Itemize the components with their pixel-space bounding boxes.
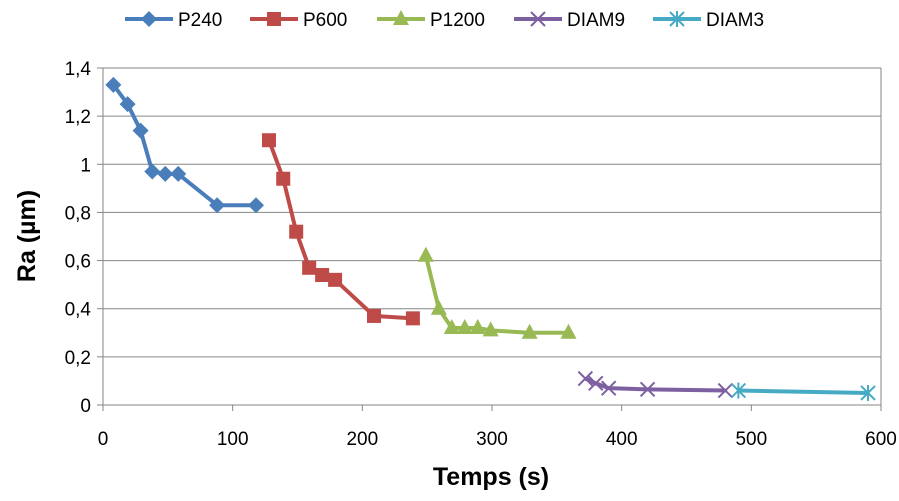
data-point-p240 — [170, 165, 187, 182]
y-tick-label: 1,4 — [65, 59, 92, 80]
data-point-p1200 — [560, 323, 577, 339]
data-point-p240 — [132, 122, 149, 139]
legend-marker-p1200 — [393, 10, 409, 25]
legend-item-p240: P240 — [125, 10, 222, 31]
series-p240 — [105, 76, 265, 214]
legend-item-diam3: DIAM3 — [653, 10, 764, 31]
series-diam9 — [577, 370, 734, 399]
marker-stroke — [588, 375, 604, 392]
data-point-p240 — [119, 96, 136, 113]
x-axis-title: Temps (s) — [433, 463, 549, 491]
data-point-p1200 — [456, 318, 473, 334]
legend-label-p600: P600 — [303, 10, 347, 31]
legend-marker-diam9 — [530, 11, 546, 27]
legend-marker-diam3 — [669, 11, 685, 27]
data-point-p1200 — [482, 321, 499, 337]
data-point-p1200 — [469, 318, 486, 334]
data-point-diam9 — [600, 380, 617, 396]
marker-stroke — [639, 381, 656, 398]
data-point-p600 — [315, 268, 330, 283]
data-point-diam9 — [577, 370, 594, 387]
series-layer — [105, 76, 876, 401]
data-point-diam9 — [717, 382, 734, 399]
y-tick-label: 0 — [80, 396, 91, 417]
x-tick-label: 200 — [346, 429, 378, 450]
legend-item-diam9: DIAM9 — [514, 10, 625, 31]
data-point-p600 — [261, 133, 276, 148]
legend-label-diam3: DIAM3 — [706, 10, 764, 31]
data-point-p600 — [276, 171, 291, 186]
series-p1200 — [417, 246, 577, 339]
series-line-p1200 — [423, 255, 569, 335]
legend-label-diam9: DIAM9 — [567, 10, 625, 31]
series-p600 — [261, 133, 420, 326]
y-tick-label: 0,2 — [65, 348, 91, 369]
series-line-p240 — [111, 83, 257, 208]
x-tick-label: 300 — [476, 429, 508, 450]
series-line-diam3 — [738, 388, 869, 395]
y-axis-title: Ra (µm) — [13, 190, 41, 282]
marker-stroke — [600, 380, 617, 396]
marker-stroke — [717, 382, 734, 399]
x-tick-label: 0 — [98, 429, 109, 450]
legend: P240 P600 P1200 DIAM9 DIAM3 — [125, 10, 764, 31]
data-point-p600 — [405, 311, 420, 326]
data-point-diam9 — [639, 381, 656, 398]
data-point-p600 — [302, 260, 317, 275]
x-tick-label: 400 — [606, 429, 638, 450]
data-point-p1200 — [430, 299, 447, 315]
legend-label-p240: P240 — [178, 10, 222, 31]
data-point-p240 — [157, 165, 174, 182]
data-point-diam9 — [588, 375, 604, 392]
data-point-p600 — [367, 308, 382, 323]
data-point-p240 — [144, 163, 161, 180]
axes: 0 0,2 0,4 0,6 0,8 1 1,2 1,4 0 100 200 300 400 500 600 — [65, 59, 897, 450]
legend-marker-p240 — [141, 11, 157, 27]
data-point-p240 — [105, 76, 122, 93]
marker-stroke — [530, 11, 546, 27]
legend-label-p1200: P1200 — [430, 10, 485, 31]
data-point-p240 — [209, 197, 226, 214]
data-point-p1200 — [443, 318, 460, 334]
data-point-p600 — [328, 272, 343, 287]
y-tick-label: 0,8 — [65, 203, 91, 224]
data-point-diam3 — [730, 382, 747, 399]
y-tick-label: 1 — [80, 155, 91, 176]
data-point-p1200 — [417, 246, 434, 262]
x-tick-label: 100 — [217, 429, 249, 450]
marker-stroke — [577, 370, 594, 387]
grid-lines — [103, 67, 882, 405]
data-point-p600 — [289, 224, 304, 239]
x-tick-label: 500 — [735, 429, 767, 450]
y-tick-label: 1,2 — [65, 107, 91, 128]
data-point-p240 — [248, 197, 265, 214]
legend-marker-p600 — [267, 12, 281, 26]
data-point-diam3 — [860, 384, 876, 401]
legend-item-p600: P600 — [250, 10, 347, 31]
y-tick-label: 0,4 — [65, 300, 92, 321]
x-tick-label: 600 — [865, 429, 897, 450]
legend-item-p1200: P1200 — [377, 10, 485, 31]
series-diam3 — [730, 382, 876, 401]
y-tick-label: 0,6 — [65, 252, 91, 273]
data-point-p1200 — [521, 323, 538, 339]
